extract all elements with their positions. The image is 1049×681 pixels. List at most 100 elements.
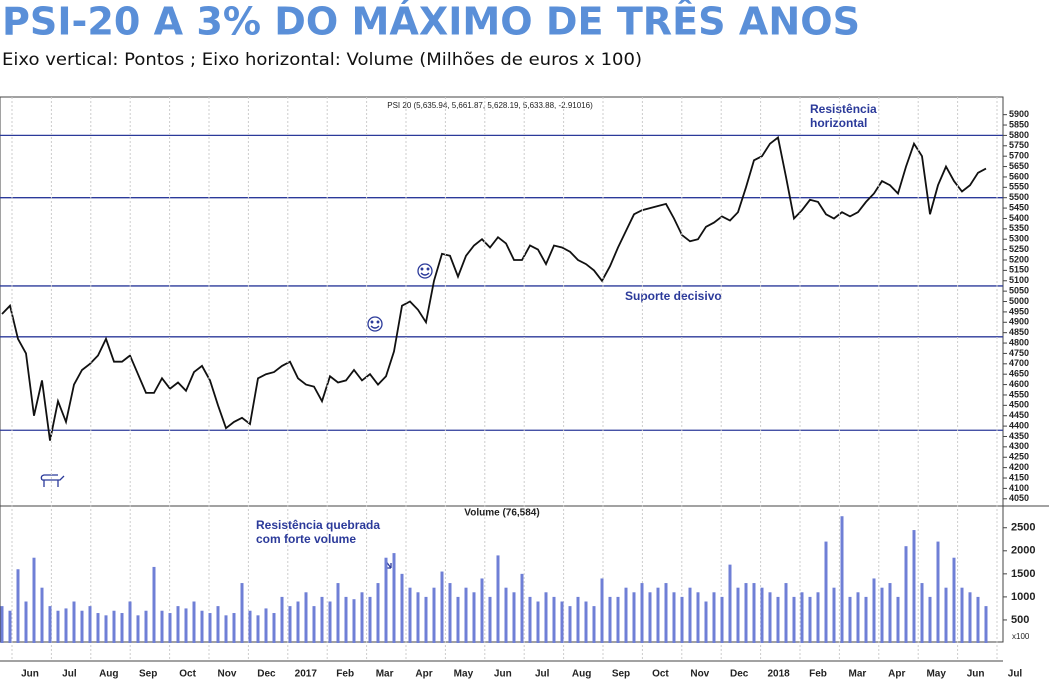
x-tick-label: 2018: [767, 669, 790, 680]
volume-bar: [760, 587, 764, 643]
volume-bar: [352, 599, 356, 643]
y-tick-label: 5000: [1009, 296, 1029, 306]
volume-bar: [608, 596, 612, 643]
volume-bar: [120, 613, 124, 643]
y-tick-label: 5450: [1009, 202, 1029, 212]
volume-bar: [520, 573, 524, 643]
volume-bar: [536, 601, 540, 643]
volume-bar: [776, 596, 780, 643]
volume-bar: [304, 592, 308, 643]
y-tick-label: 4450: [1009, 410, 1029, 420]
volume-bar: [80, 610, 84, 643]
volume-bar: [552, 596, 556, 643]
y-tick-label: 2000: [1011, 545, 1035, 557]
y-tick-label: 4650: [1009, 369, 1029, 379]
volume-bar: [600, 578, 604, 643]
volume-bar: [184, 608, 188, 643]
y-tick-label: 5550: [1009, 182, 1029, 192]
volume-bar: [960, 587, 964, 643]
y-tick-label: 5850: [1009, 119, 1029, 129]
volume-bar: [272, 613, 276, 643]
volume-bar: [72, 601, 76, 643]
volume-bar: [712, 592, 716, 643]
volume-bar: [680, 596, 684, 643]
x-tick-label: Feb: [336, 669, 354, 680]
volume-bar: [944, 587, 948, 643]
x-tick-label: Oct: [179, 669, 196, 680]
volume-bar: [328, 601, 332, 643]
volume-bar: [560, 601, 564, 643]
y-tick-label: 5900: [1009, 109, 1029, 119]
y-tick-label: 4500: [1009, 400, 1029, 410]
annotation: Resistência: [810, 102, 877, 116]
volume-bar: [744, 583, 748, 643]
y-tick-label: 4900: [1009, 317, 1029, 327]
volume-bar: [568, 606, 572, 643]
volume-bar: [800, 592, 804, 643]
y-tick-label: 5350: [1009, 223, 1029, 233]
y-tick-label: 4950: [1009, 306, 1029, 316]
volume-bar: [96, 613, 100, 643]
y-tick-label: 5750: [1009, 140, 1029, 150]
y-tick-label: 4850: [1009, 327, 1029, 337]
volume-bar: [936, 541, 940, 643]
subtitle: Eixo vertical: Pontos ; Eixo horizontal:…: [2, 50, 642, 70]
y-tick-label: 5200: [1009, 254, 1029, 264]
volume-bar: [824, 541, 828, 643]
volume-bar: [896, 596, 900, 643]
x-tick-label: Jun: [21, 669, 39, 680]
volume-bar: [160, 610, 164, 643]
volume-bar: [16, 569, 20, 643]
volume-bar: [24, 601, 28, 643]
volume-bar: [280, 596, 284, 643]
y-tick-label: 4800: [1009, 337, 1029, 347]
frame: [0, 96, 1004, 643]
volume-bar: [504, 587, 508, 643]
volume-bar: [952, 557, 956, 643]
y-tick-label: 4600: [1009, 379, 1029, 389]
volume-bar: [688, 587, 692, 643]
volume-bar: [856, 592, 860, 643]
y-tick-label: 5650: [1009, 161, 1029, 171]
volume-bar: [696, 592, 700, 643]
y-tick-label: 1500: [1011, 568, 1035, 580]
volume-bar: [728, 564, 732, 643]
volume-bar: [640, 583, 644, 643]
volume-bar: [832, 587, 836, 643]
y-tick-label: 5600: [1009, 171, 1029, 181]
volume-bar: [544, 592, 548, 643]
headline: PSI-20 A 3% DO MÁXIMO DE TRÊS ANOS: [2, 0, 860, 44]
volume-bar: [656, 587, 660, 643]
volume-bar: [448, 583, 452, 643]
volume-bar: [256, 615, 260, 643]
volume-bar: [904, 546, 908, 643]
x-tick-label: Jun: [494, 669, 512, 680]
x-tick-label: Mar: [376, 669, 394, 680]
volume-bar: [920, 583, 924, 643]
y-tick-label: 5250: [1009, 244, 1029, 254]
volume-bar: [768, 592, 772, 643]
volume-bar: [368, 596, 372, 643]
y-tick-label: 5500: [1009, 192, 1029, 202]
volume-bar: [392, 553, 396, 643]
volume-bar: [648, 592, 652, 643]
volume-bar: [848, 596, 852, 643]
x-tick-label: Aug: [572, 669, 591, 680]
volume-bar: [48, 606, 52, 643]
y-tick-label: 4700: [1009, 358, 1029, 368]
volume-bar: [496, 555, 500, 643]
volume-bar: [296, 601, 300, 643]
volume-bar: [512, 592, 516, 643]
volume-bar: [192, 601, 196, 643]
volume-bar: [216, 606, 220, 643]
volume-bar: [56, 610, 60, 643]
x-tick-label: Nov: [690, 669, 709, 680]
unit-label: x100: [1012, 632, 1030, 641]
x-tick-label: Apr: [888, 669, 905, 680]
volume-bar: [984, 606, 988, 643]
y-tick-label: 4750: [1009, 348, 1029, 358]
x-tick-label: Jul: [62, 669, 77, 680]
x-tick-label: Jul: [1008, 669, 1023, 680]
x-tick-label: Sep: [612, 669, 630, 680]
volume-bar: [360, 592, 364, 643]
